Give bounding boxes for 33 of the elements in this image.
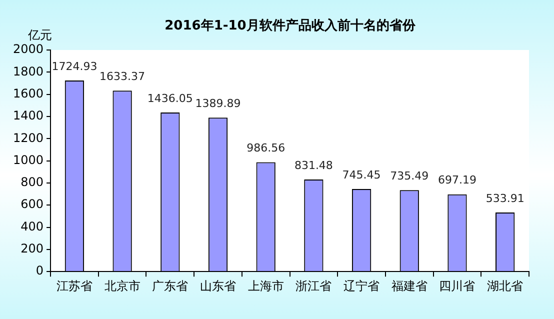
y-tick-label: 1400 xyxy=(12,108,44,123)
y-tick-label: 1600 xyxy=(12,86,44,100)
y-tick-label: 800 xyxy=(20,175,44,190)
x-tick-label: 福建省 xyxy=(391,278,428,293)
y-tick-label: 1200 xyxy=(12,130,44,145)
x-tick-label: 四川省 xyxy=(439,278,476,293)
data-label: 533.91 xyxy=(486,192,524,205)
x-tick-label: 江苏省 xyxy=(56,278,92,293)
y-tick-label: 400 xyxy=(20,219,44,234)
data-label: 1436.05 xyxy=(147,92,193,105)
data-label: 735.49 xyxy=(390,169,429,182)
data-label: 986.56 xyxy=(246,142,286,155)
data-label: 831.48 xyxy=(294,158,333,172)
y-tick-label: 1800 xyxy=(12,64,44,78)
y-tick-label: 2000 xyxy=(12,42,44,56)
data-label: 1389.89 xyxy=(195,96,241,110)
data-label: 1724.93 xyxy=(52,60,98,73)
y-tick-label: 1000 xyxy=(12,152,44,167)
x-tick-label: 湖北省 xyxy=(487,278,524,293)
x-tick-label: 辽宁省 xyxy=(344,278,380,293)
chart-title: 2016年1-10月软件产品收入前十名的省份 xyxy=(164,17,416,34)
data-label: 697.19 xyxy=(438,174,476,187)
data-label: 1633.37 xyxy=(100,70,146,83)
data-label: 745.45 xyxy=(342,168,381,182)
x-tick-label: 山东省 xyxy=(200,278,236,293)
y-tick-label: 0 xyxy=(36,264,44,278)
y-axis-title: 亿元 xyxy=(27,28,52,42)
x-tick-label: 浙江省 xyxy=(296,278,332,293)
x-tick-label: 广东省 xyxy=(152,278,188,293)
y-tick-label: 200 xyxy=(20,242,44,256)
x-tick-label: 北京市 xyxy=(104,278,140,293)
x-tick-label: 上海市 xyxy=(248,278,284,293)
y-tick-label: 600 xyxy=(20,197,44,212)
